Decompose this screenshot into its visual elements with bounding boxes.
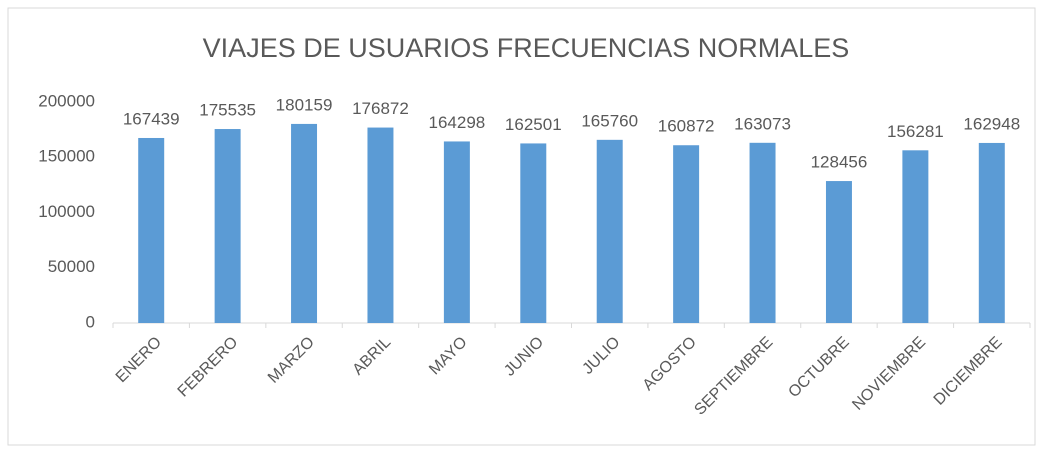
bar	[902, 150, 929, 323]
bar	[978, 142, 1005, 323]
data-label: 165760	[581, 111, 638, 130]
y-tick-label: 100000	[38, 202, 95, 221]
bar	[749, 142, 776, 323]
data-label: 163073	[734, 114, 791, 133]
bar	[596, 139, 623, 323]
data-label: 176872	[352, 99, 409, 118]
data-label: 156281	[887, 122, 944, 141]
bar	[214, 129, 241, 323]
bar	[367, 127, 394, 323]
data-label: 160872	[658, 117, 715, 136]
data-label: 128456	[811, 153, 868, 172]
data-label: 167439	[123, 109, 180, 128]
bar	[673, 145, 700, 323]
data-label: 162948	[963, 114, 1020, 133]
bar	[291, 123, 318, 323]
y-tick-label: 150000	[38, 147, 95, 166]
data-label: 180159	[276, 95, 333, 114]
bar	[138, 137, 165, 323]
data-label: 162501	[505, 115, 562, 134]
chart-title: VIAJES DE USUARIOS FRECUENCIAS NORMALES	[203, 33, 850, 63]
data-label: 164298	[429, 113, 486, 132]
y-tick-label: 50000	[48, 257, 95, 276]
y-tick-label: 200000	[38, 91, 95, 110]
data-label: 175535	[199, 101, 256, 120]
bar	[520, 143, 547, 323]
bar	[443, 141, 470, 323]
bar	[825, 181, 852, 323]
y-tick-label: 0	[86, 312, 95, 331]
